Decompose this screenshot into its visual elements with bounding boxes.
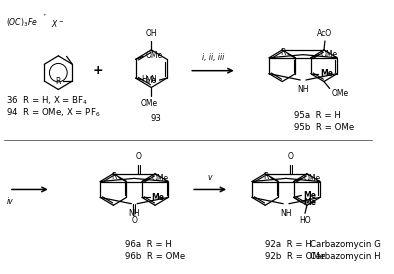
Text: 96a  R = H: 96a R = H [125, 240, 172, 249]
Text: $^+$: $^+$ [42, 13, 48, 18]
Text: Me: Me [151, 193, 164, 202]
Text: 96b  R = OMe: 96b R = OMe [125, 252, 185, 261]
Text: +: + [93, 64, 104, 77]
Text: NH: NH [280, 209, 292, 218]
Text: R: R [112, 172, 117, 181]
Text: NH: NH [297, 85, 309, 94]
Text: HO: HO [299, 216, 311, 225]
Text: OMe: OMe [303, 174, 320, 183]
Text: OMe: OMe [151, 174, 169, 183]
Text: R: R [281, 48, 286, 57]
Text: OMe: OMe [141, 99, 158, 109]
Text: 92b  R = OMe: 92b R = OMe [265, 252, 325, 261]
Text: Carbazomycin G: Carbazomycin G [310, 240, 381, 249]
Text: O: O [288, 152, 294, 161]
Text: 36  R = H, X = BF$_4$: 36 R = H, X = BF$_4$ [6, 94, 88, 107]
Text: H$_2$N: H$_2$N [141, 74, 158, 86]
Text: $(OC)_3Fe$: $(OC)_3Fe$ [6, 17, 38, 29]
Text: R: R [56, 76, 61, 85]
Text: 92a  R = H: 92a R = H [265, 240, 312, 249]
Text: O: O [136, 152, 142, 161]
Text: OH: OH [145, 29, 157, 38]
Text: O: O [131, 216, 137, 225]
Text: NH: NH [128, 209, 140, 218]
Text: 95a  R = H: 95a R = H [294, 111, 340, 120]
Text: 95b  R = OMe: 95b R = OMe [294, 122, 354, 132]
Text: R: R [264, 172, 269, 181]
Text: v: v [208, 173, 212, 182]
Text: Me: Me [145, 76, 156, 85]
Text: iv: iv [7, 197, 14, 206]
Text: OMe: OMe [320, 50, 337, 59]
Text: OMe: OMe [332, 90, 349, 98]
Text: 93: 93 [151, 114, 162, 123]
Text: 94  R = OMe, X = PF$_6$: 94 R = OMe, X = PF$_6$ [6, 106, 100, 118]
Text: OMe: OMe [145, 51, 162, 60]
Text: $X^-$: $X^-$ [51, 18, 64, 29]
Text: i, ii, iii: i, ii, iii [202, 53, 224, 62]
Text: Me: Me [303, 198, 316, 207]
Text: Me: Me [303, 191, 316, 200]
Text: Carbazomycin H: Carbazomycin H [310, 252, 380, 261]
Text: AcO: AcO [317, 29, 333, 38]
Text: Me: Me [320, 69, 333, 78]
